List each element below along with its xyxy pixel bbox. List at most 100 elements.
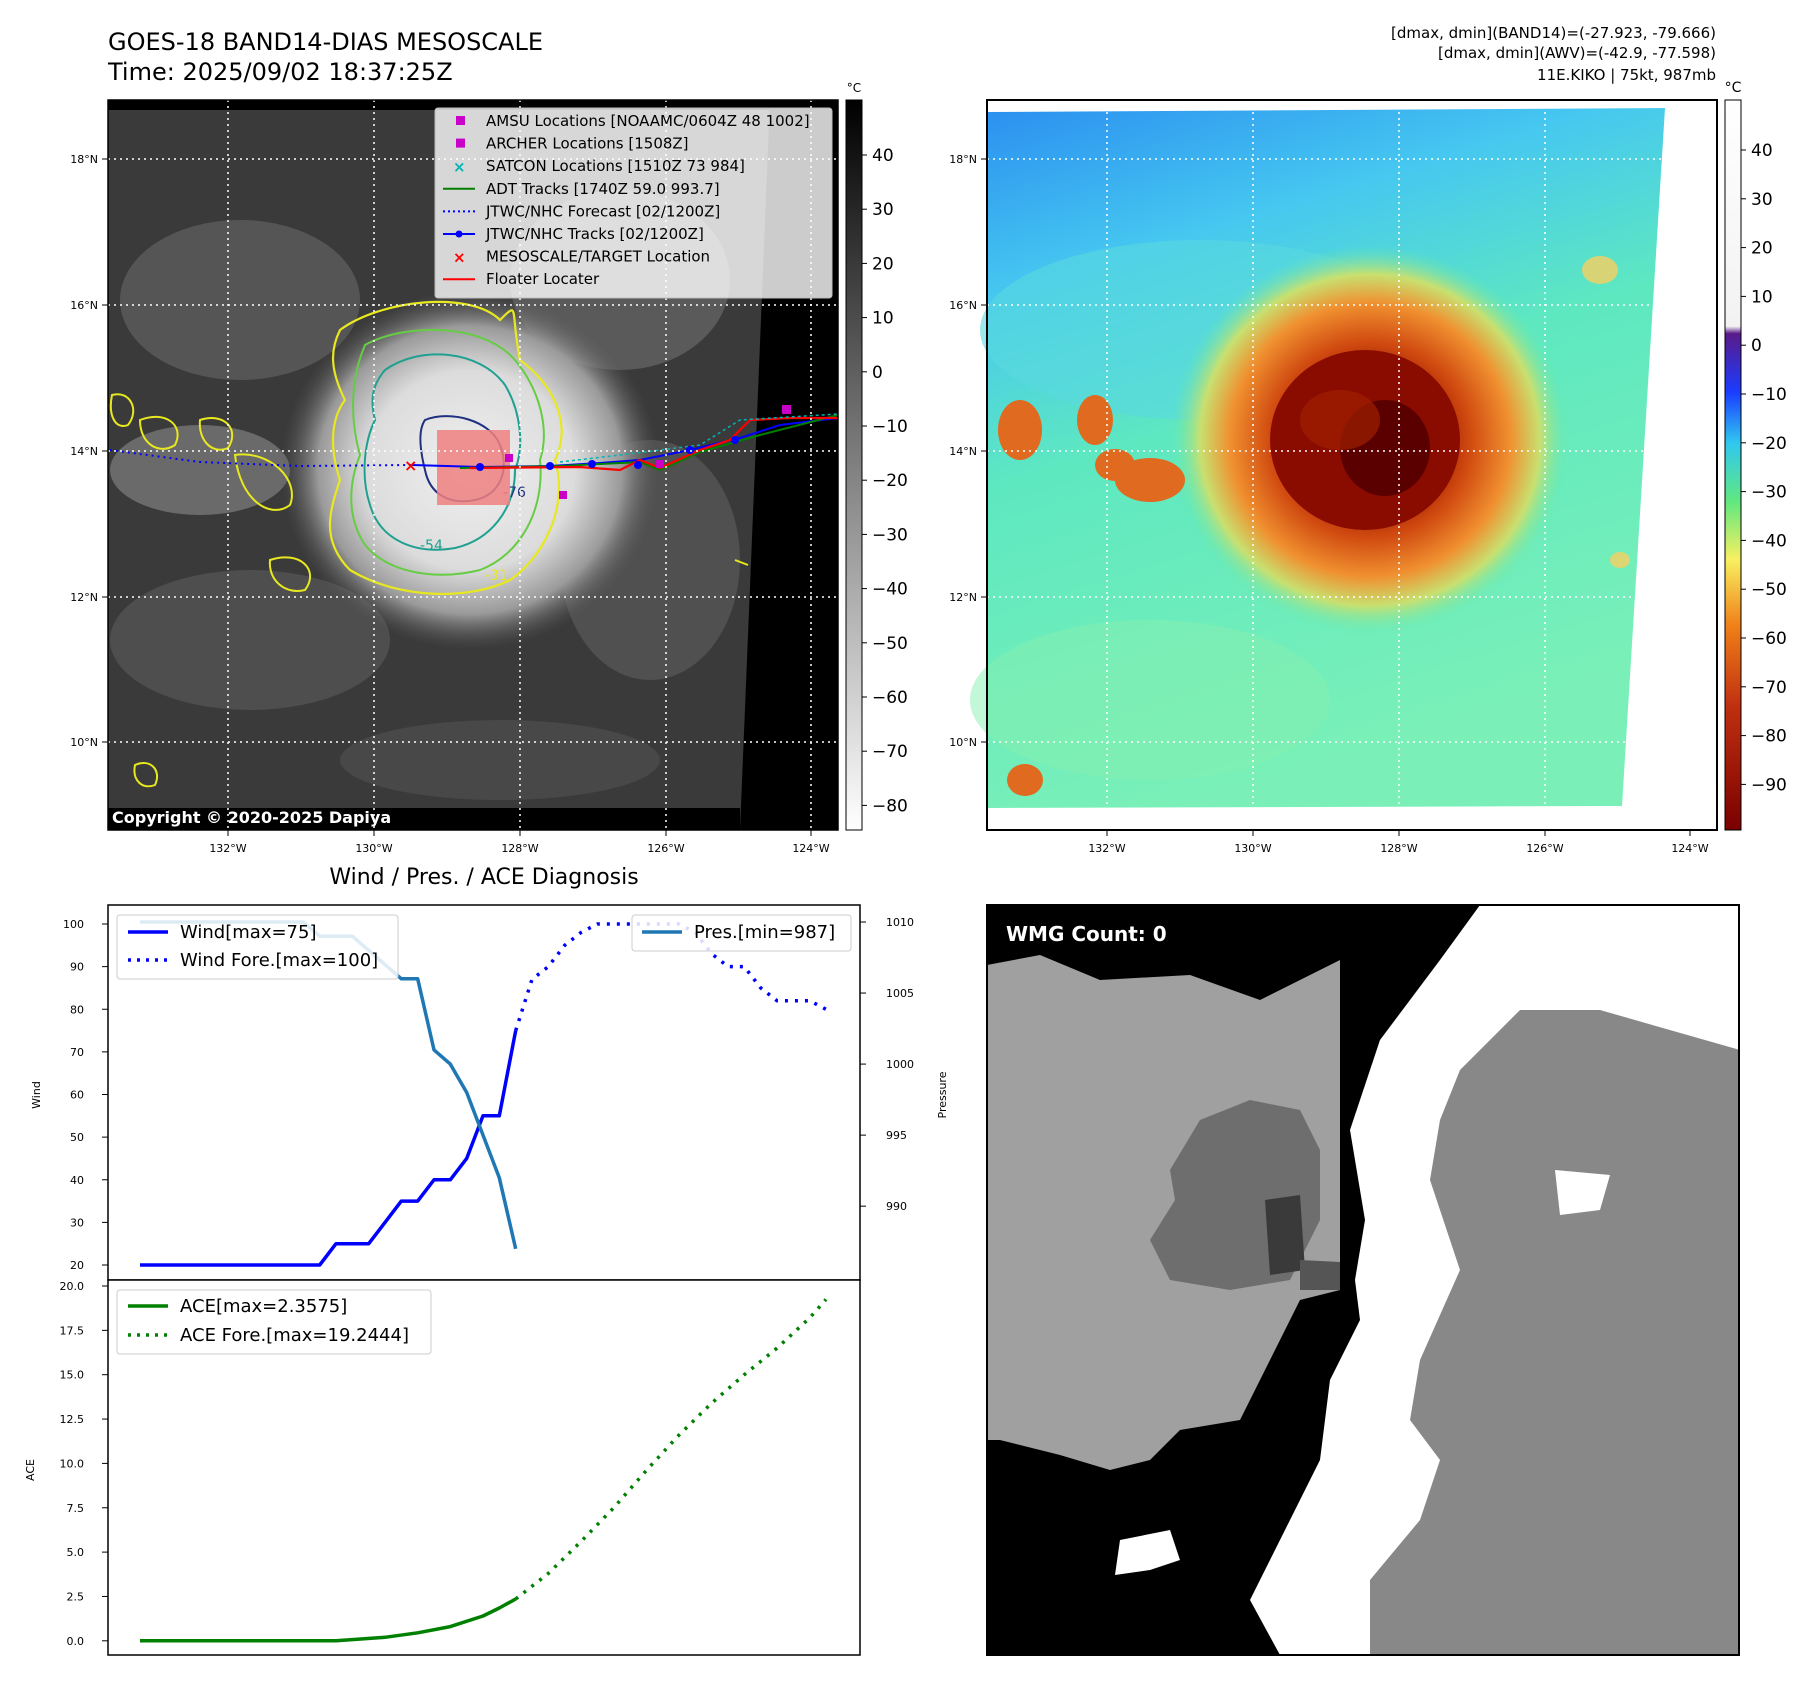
ir-map-lat-labels: 18°N 16°N 14°N 12°N 10°N [70, 153, 108, 749]
pres-legend: Pres.[min=987] [631, 914, 852, 952]
wmg-region-light [987, 955, 1340, 1470]
wind-ytick-label: 20 [70, 1259, 84, 1272]
ace-line [140, 1597, 517, 1643]
wmg-count-label: WMG Count: 0 [1006, 922, 1167, 946]
lat-label: 12°N [70, 591, 98, 604]
colorbar-tick-label: −20 [872, 471, 908, 491]
colorbar-tick-label: 0 [872, 363, 883, 383]
wind-legend-label: Wind[max=75] [180, 922, 317, 943]
wind-ytick-label: 70 [70, 1046, 84, 1059]
ace-axis-label: ACE [24, 1459, 37, 1481]
archer-marker-1 [505, 454, 513, 462]
wind-pres-chart: 100 90 80 70 60 50 40 30 20 1010 1005 1000 995 990 Wi… [30, 904, 949, 1281]
wind-legend: Wind[max=75] Wind Fore.[max=100] [116, 914, 399, 980]
ace-legend: ACE[max=2.3575] ACE Fore.[max=19.2444] [116, 1289, 432, 1355]
color-colorbar: °C 40 30 20 10 0 −10 −20 −30 −40 −50 −60 −70 −80 −90 [1724, 80, 1787, 831]
lat-label: 18°N [70, 153, 98, 166]
pres-ytick-label: 1005 [886, 987, 914, 1000]
colorbar-tick-label: 40 [1751, 141, 1773, 161]
archer-marker-2 [559, 491, 567, 499]
colorbar-tick-label: −30 [872, 525, 908, 545]
lat-label: 18°N [949, 153, 977, 166]
lon-label: 130°W [355, 842, 392, 855]
forecast-track-line [109, 449, 413, 468]
colorbar-tick-label: −10 [1751, 385, 1787, 405]
colorbar-tick-label: −50 [1751, 580, 1787, 600]
wind-line [140, 1030, 518, 1267]
ir-map-lon-labels: 132°W 130°W 128°W 126°W 124°W [209, 830, 830, 855]
wind-ytick-label: 30 [70, 1216, 84, 1229]
ace-ytick-label: 2.5 [67, 1590, 85, 1603]
lon-label: 126°W [1526, 842, 1563, 855]
colorbar-tick-label: −60 [872, 688, 908, 708]
ace-ytick-label: 5.0 [67, 1546, 85, 1559]
contour-green [350, 328, 545, 576]
colorbar-tick-label: −80 [1751, 727, 1787, 747]
wind-axis-label: Wind [30, 1081, 43, 1109]
pres-ytick-label: 1000 [886, 1058, 914, 1071]
ir-map-legend: AMSU Locations [NOAAMC/0604Z 48 1002] ARC… [434, 107, 833, 299]
lon-label: 130°W [1234, 842, 1271, 855]
adt-track-line [459, 414, 839, 472]
contour-label-3: -31 [485, 568, 508, 584]
colorbar-tick-label: −70 [872, 742, 908, 762]
gray-colorbar: °C 40 30 20 10 0 −10 −20 −30 −40 −50 −60 −70 −80 [845, 81, 908, 831]
legend-label-6: MESOSCALE/TARGET Location [486, 248, 710, 266]
title-line2: Time: 2025/09/02 18:37:25Z [107, 58, 453, 86]
lat-label: 14°N [949, 445, 977, 458]
wind-fore-legend-label: Wind Fore.[max=100] [180, 950, 378, 971]
awv-map-grid [987, 100, 1717, 830]
wind-ytick-label: 50 [70, 1131, 84, 1144]
legend-label-2: SATCON Locations [1510Z 73 984] [486, 157, 745, 175]
ace-ytick-label: 12.5 [60, 1413, 85, 1426]
colorbar-tick-label: −40 [872, 580, 908, 600]
lon-label: 128°W [501, 842, 538, 855]
lon-label: 128°W [1380, 842, 1417, 855]
legend-label-1: ARCHER Locations [1508Z] [486, 135, 689, 153]
lon-label: 132°W [1088, 842, 1125, 855]
floater-track-line [469, 416, 838, 472]
pres-ytick-label: 995 [886, 1129, 907, 1142]
legend-label-0: AMSU Locations [NOAAMC/0604Z 48 1002] [486, 112, 810, 130]
legend-dot-5 [455, 230, 463, 238]
colorbar-tick-label: 20 [872, 254, 894, 274]
awv-map-panel: 18°N 16°N 14°N 12°N 10°N 132°W 130°W 128°W 126°… [949, 99, 1718, 855]
lon-label: 126°W [647, 842, 684, 855]
ace-ytick-label: 10.0 [60, 1457, 85, 1470]
lat-label: 12°N [949, 591, 977, 604]
gray-colorbar-unit: °C [847, 81, 861, 95]
colorbar-tick-label: −50 [872, 634, 908, 654]
wind-ytick-label: 60 [70, 1089, 84, 1102]
pres-ytick-label: 1010 [886, 916, 914, 929]
colorbar-tick-label: −10 [872, 417, 908, 437]
info-line1: [dmax, dmin](BAND14)=(-27.923, -79.666) [1391, 24, 1716, 42]
ir-map-panel: -54 -76 -31 × [70, 99, 839, 855]
amsu-marker [782, 405, 791, 414]
color-colorbar-unit: °C [1725, 80, 1742, 96]
contour-yellow [329, 300, 563, 596]
info-line2: [dmax, dmin](AWV)=(-42.9, -77.598) [1438, 44, 1716, 62]
legend-marker-2: × [453, 158, 466, 176]
colorbar-tick-label: 20 [1751, 239, 1773, 259]
legend-label-3: ADT Tracks [1740Z 59.0 993.7] [486, 180, 720, 198]
ace-ytick-label: 15.0 [60, 1369, 85, 1382]
ace-ytick-label: 17.5 [60, 1324, 85, 1337]
colorbar-tick-label: −60 [1751, 629, 1787, 649]
lat-label: 16°N [70, 299, 98, 312]
colorbar-tick-label: 40 [872, 146, 894, 166]
legend-label-4: JTWC/NHC Forecast [02/1200Z] [485, 202, 720, 220]
lat-label: 16°N [949, 299, 977, 312]
lat-label: 10°N [70, 736, 98, 749]
target-x-marker: × [404, 456, 417, 475]
ace-legend-label: ACE[max=2.3575] [180, 1296, 347, 1317]
legend-label-7: Floater Locater [486, 270, 600, 288]
colorbar-tick-label: 10 [1751, 287, 1773, 307]
lat-label: 10°N [949, 736, 977, 749]
lon-label: 124°W [1671, 842, 1708, 855]
legend-label-5: JTWC/NHC Tracks [02/1200Z] [485, 225, 704, 243]
awv-map-lon-labels: 132°W 130°W 128°W 126°W 124°W [1088, 830, 1709, 855]
contour-teal [363, 353, 522, 551]
archer-marker-3 [656, 460, 664, 468]
lat-label: 14°N [70, 445, 98, 458]
pres-ytick-label: 990 [886, 1200, 907, 1213]
